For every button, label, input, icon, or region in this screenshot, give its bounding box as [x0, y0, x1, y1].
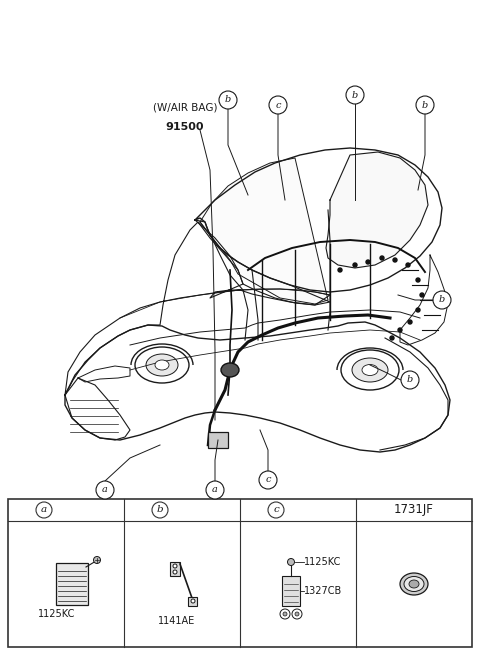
Circle shape — [36, 502, 52, 518]
Text: a: a — [41, 506, 47, 514]
Circle shape — [219, 91, 237, 109]
FancyBboxPatch shape — [208, 432, 228, 448]
Ellipse shape — [400, 573, 428, 595]
Circle shape — [269, 96, 287, 114]
Circle shape — [353, 263, 357, 267]
Circle shape — [380, 256, 384, 260]
Ellipse shape — [341, 350, 399, 390]
FancyBboxPatch shape — [170, 562, 180, 576]
Circle shape — [94, 557, 100, 563]
Circle shape — [206, 481, 224, 499]
Text: 1125KC: 1125KC — [304, 557, 341, 567]
Circle shape — [259, 471, 277, 489]
Ellipse shape — [146, 354, 178, 376]
Circle shape — [401, 371, 419, 389]
Text: 91500: 91500 — [166, 122, 204, 132]
Circle shape — [268, 502, 284, 518]
Circle shape — [393, 258, 397, 262]
Circle shape — [191, 599, 195, 603]
Circle shape — [416, 308, 420, 312]
FancyBboxPatch shape — [188, 597, 197, 606]
Ellipse shape — [409, 580, 419, 588]
Bar — [8, 499, 472, 647]
Ellipse shape — [135, 347, 189, 383]
Circle shape — [398, 328, 402, 332]
Text: b: b — [352, 90, 358, 100]
Circle shape — [390, 336, 394, 340]
Circle shape — [338, 268, 342, 272]
Ellipse shape — [352, 358, 388, 382]
Text: b: b — [439, 295, 445, 305]
Circle shape — [292, 609, 302, 619]
Circle shape — [420, 293, 424, 297]
Ellipse shape — [221, 363, 239, 377]
Circle shape — [173, 564, 177, 568]
Polygon shape — [195, 220, 330, 305]
Circle shape — [366, 260, 370, 264]
Circle shape — [173, 570, 177, 574]
Circle shape — [433, 291, 451, 309]
Text: 1327CB: 1327CB — [304, 586, 342, 596]
Text: b: b — [156, 506, 163, 514]
Ellipse shape — [404, 576, 424, 591]
Circle shape — [408, 320, 412, 324]
Text: b: b — [225, 96, 231, 105]
Circle shape — [416, 96, 434, 114]
Text: c: c — [275, 100, 281, 109]
Circle shape — [280, 609, 290, 619]
Text: 1141AE: 1141AE — [158, 616, 196, 626]
Text: c: c — [265, 476, 271, 485]
Polygon shape — [326, 152, 428, 268]
FancyBboxPatch shape — [282, 576, 300, 606]
Text: 1125KC: 1125KC — [38, 609, 75, 619]
Ellipse shape — [155, 360, 169, 370]
Polygon shape — [200, 158, 328, 304]
Text: a: a — [212, 485, 218, 495]
Circle shape — [295, 612, 299, 616]
Text: c: c — [273, 506, 279, 514]
Circle shape — [346, 86, 364, 104]
Text: (W/AIR BAG): (W/AIR BAG) — [153, 102, 217, 112]
Circle shape — [96, 481, 114, 499]
Text: b: b — [407, 375, 413, 384]
Ellipse shape — [362, 364, 378, 375]
FancyBboxPatch shape — [56, 563, 88, 605]
Polygon shape — [65, 378, 130, 440]
Text: a: a — [102, 485, 108, 495]
Circle shape — [416, 278, 420, 282]
Polygon shape — [65, 222, 330, 395]
Circle shape — [283, 612, 287, 616]
Circle shape — [288, 559, 295, 565]
Text: b: b — [422, 100, 428, 109]
Text: 1731JF: 1731JF — [394, 504, 434, 517]
Circle shape — [152, 502, 168, 518]
Circle shape — [406, 263, 410, 267]
